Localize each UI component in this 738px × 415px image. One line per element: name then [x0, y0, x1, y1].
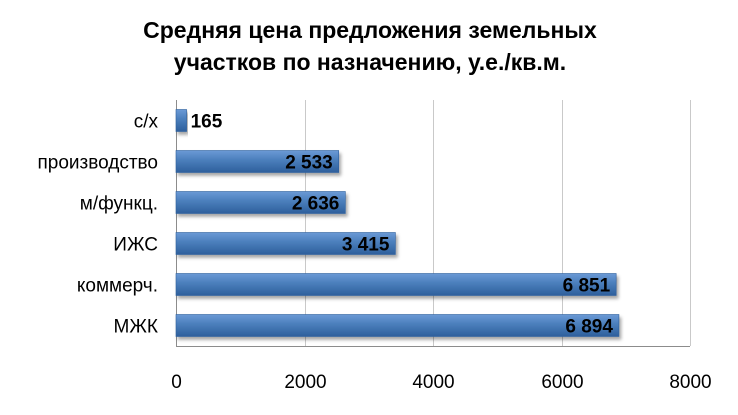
- bar: [175, 232, 396, 255]
- category-label: производство: [37, 153, 158, 174]
- bars: [175, 109, 620, 337]
- category-label: коммерч.: [77, 276, 158, 297]
- data-label: 6 851: [563, 276, 611, 297]
- category-label: МЖК: [114, 317, 158, 338]
- bar: [175, 273, 617, 296]
- data-label: 165: [191, 112, 223, 133]
- x-tick-label: 6000: [541, 372, 583, 393]
- chart-title-line-1: Средняя цена предложения земельных: [143, 17, 597, 43]
- bar: [175, 150, 340, 173]
- x-tick-label: 8000: [669, 372, 711, 393]
- axes: [176, 100, 690, 347]
- bar: [175, 314, 620, 337]
- bar: [175, 191, 346, 214]
- data-label: 3 415: [342, 235, 390, 256]
- bar: [175, 109, 187, 132]
- x-tick-label: 0: [171, 372, 182, 393]
- x-tick-label: 2000: [284, 372, 326, 393]
- gridlines: [305, 100, 691, 346]
- data-label: 6 894: [565, 317, 613, 338]
- labels: 0 2000 4000 6000 8000 с/х 165 производство 2 533…: [37, 112, 711, 394]
- category-label: с/х: [134, 112, 159, 133]
- category-label: ИЖС: [113, 235, 158, 256]
- x-tick-label: 4000: [412, 372, 454, 393]
- category-label: м/функц.: [80, 194, 158, 215]
- data-label: 2 636: [292, 194, 340, 215]
- chart-title-line-2: участков по назначению, у.е./кв.м.: [174, 49, 566, 75]
- data-label: 2 533: [285, 153, 333, 174]
